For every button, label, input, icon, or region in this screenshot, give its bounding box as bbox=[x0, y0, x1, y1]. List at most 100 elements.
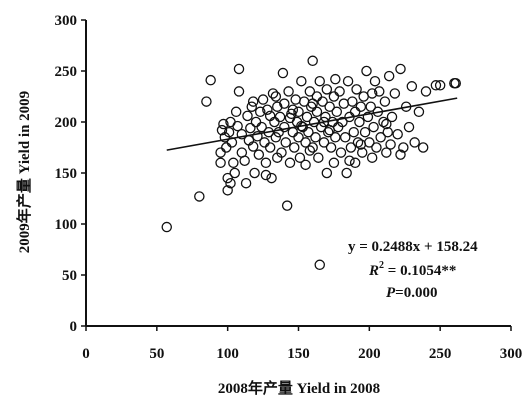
scatter-point bbox=[381, 147, 392, 158]
scatter-point bbox=[366, 88, 378, 99]
scatter-point bbox=[161, 221, 172, 233]
scatter-point bbox=[239, 155, 250, 167]
scatter-point bbox=[321, 84, 333, 95]
scatter-point bbox=[270, 91, 282, 102]
scatter-point bbox=[313, 152, 324, 163]
scatter-point bbox=[222, 185, 233, 196]
scatter-point bbox=[307, 142, 318, 153]
scatter-point bbox=[266, 172, 277, 184]
scatter-point bbox=[352, 137, 364, 148]
scatter-point bbox=[290, 94, 301, 105]
scatter-point bbox=[201, 96, 212, 107]
scatter-point bbox=[223, 126, 235, 138]
scatter-point bbox=[361, 65, 372, 77]
scatter-point bbox=[283, 86, 294, 97]
scatter-point bbox=[277, 67, 289, 79]
scatter-point bbox=[395, 149, 406, 160]
scatter-point bbox=[260, 169, 272, 181]
scatter-point bbox=[242, 110, 253, 122]
scatter-point bbox=[281, 200, 293, 211]
scatter-point bbox=[349, 157, 361, 169]
scatter-point bbox=[216, 124, 228, 136]
x-tick-label: 50 bbox=[149, 346, 164, 362]
scatter-point bbox=[344, 155, 355, 167]
x-tick-label: 150 bbox=[287, 346, 310, 362]
scatter-point bbox=[250, 116, 262, 128]
scatter-point bbox=[233, 63, 245, 75]
scatter-point bbox=[311, 106, 323, 118]
scatter-point bbox=[229, 167, 240, 179]
y-tick-label: 200 bbox=[55, 115, 78, 131]
scatter-point bbox=[403, 121, 415, 133]
scatter-point bbox=[264, 142, 276, 153]
scatter-point bbox=[395, 63, 406, 75]
scatter-point bbox=[337, 116, 348, 128]
scatter-point bbox=[347, 96, 358, 107]
scatter-point bbox=[247, 96, 259, 107]
scatter-point bbox=[252, 131, 263, 142]
scatter-point bbox=[365, 101, 376, 112]
scatter-point bbox=[413, 106, 425, 118]
scatter-point bbox=[256, 121, 267, 133]
scatter-point bbox=[359, 126, 371, 138]
scatter-point bbox=[356, 147, 368, 158]
scatter-point bbox=[450, 77, 461, 89]
scatter-point bbox=[330, 73, 341, 85]
scatter-point bbox=[274, 111, 286, 123]
scatter-point bbox=[379, 96, 391, 107]
scatter-point bbox=[314, 75, 325, 87]
scatter-point bbox=[259, 137, 270, 148]
scatter-point bbox=[307, 55, 318, 67]
r-squared-sup: 2 bbox=[379, 260, 384, 271]
scatter-point bbox=[293, 106, 304, 118]
scatter-point bbox=[215, 147, 226, 158]
scatter-point bbox=[358, 91, 369, 102]
y-tick-label: 150 bbox=[55, 166, 78, 182]
scatter-point bbox=[253, 149, 265, 160]
scatter-point bbox=[324, 101, 335, 112]
scatter-point bbox=[284, 112, 296, 124]
scatter-point bbox=[246, 101, 257, 112]
scatter-point bbox=[409, 137, 420, 148]
scatter-point bbox=[324, 124, 335, 136]
scatter-point bbox=[288, 142, 300, 153]
scatter-point bbox=[362, 111, 374, 123]
scatter-point bbox=[345, 142, 357, 153]
scatter-point bbox=[325, 142, 337, 153]
scatter-point bbox=[338, 98, 350, 109]
x-tick-label: 200 bbox=[358, 346, 381, 362]
scatter-point bbox=[371, 142, 382, 153]
scatter-point bbox=[215, 157, 226, 169]
scatter-point bbox=[287, 126, 299, 138]
scatter-point bbox=[381, 118, 392, 130]
scatter-point bbox=[375, 132, 386, 143]
scatter-point bbox=[420, 86, 432, 97]
scatter-point bbox=[267, 88, 279, 99]
scatter-point bbox=[378, 116, 389, 128]
y-tick-label: 100 bbox=[55, 217, 78, 233]
y-tick-label: 250 bbox=[55, 64, 78, 80]
scatter-point bbox=[430, 80, 442, 91]
scatter-point bbox=[240, 177, 252, 189]
y-tick-label: 300 bbox=[55, 13, 78, 29]
y-tick-label: 50 bbox=[62, 268, 77, 284]
scatter-point bbox=[279, 121, 290, 133]
scatter-point bbox=[293, 132, 304, 143]
scatter-point bbox=[314, 259, 325, 271]
scatter-point bbox=[331, 106, 342, 118]
scatter-point bbox=[254, 106, 266, 118]
scatter-point bbox=[296, 75, 307, 87]
scatter-point bbox=[271, 101, 283, 112]
scatter-point bbox=[366, 152, 378, 163]
annotation-r-squared: R2 = 0.1054** bbox=[368, 260, 456, 279]
trendline-group bbox=[166, 97, 458, 151]
scatter-point bbox=[304, 145, 316, 156]
data-points bbox=[161, 55, 461, 271]
scatter-point bbox=[318, 137, 330, 148]
y-axis-title: 2009年产量 Yield in 2009 bbox=[15, 91, 33, 253]
scatter-point bbox=[220, 142, 232, 153]
scatter-point bbox=[328, 91, 340, 102]
scatter-point bbox=[341, 167, 352, 179]
scatter-point bbox=[434, 80, 446, 91]
